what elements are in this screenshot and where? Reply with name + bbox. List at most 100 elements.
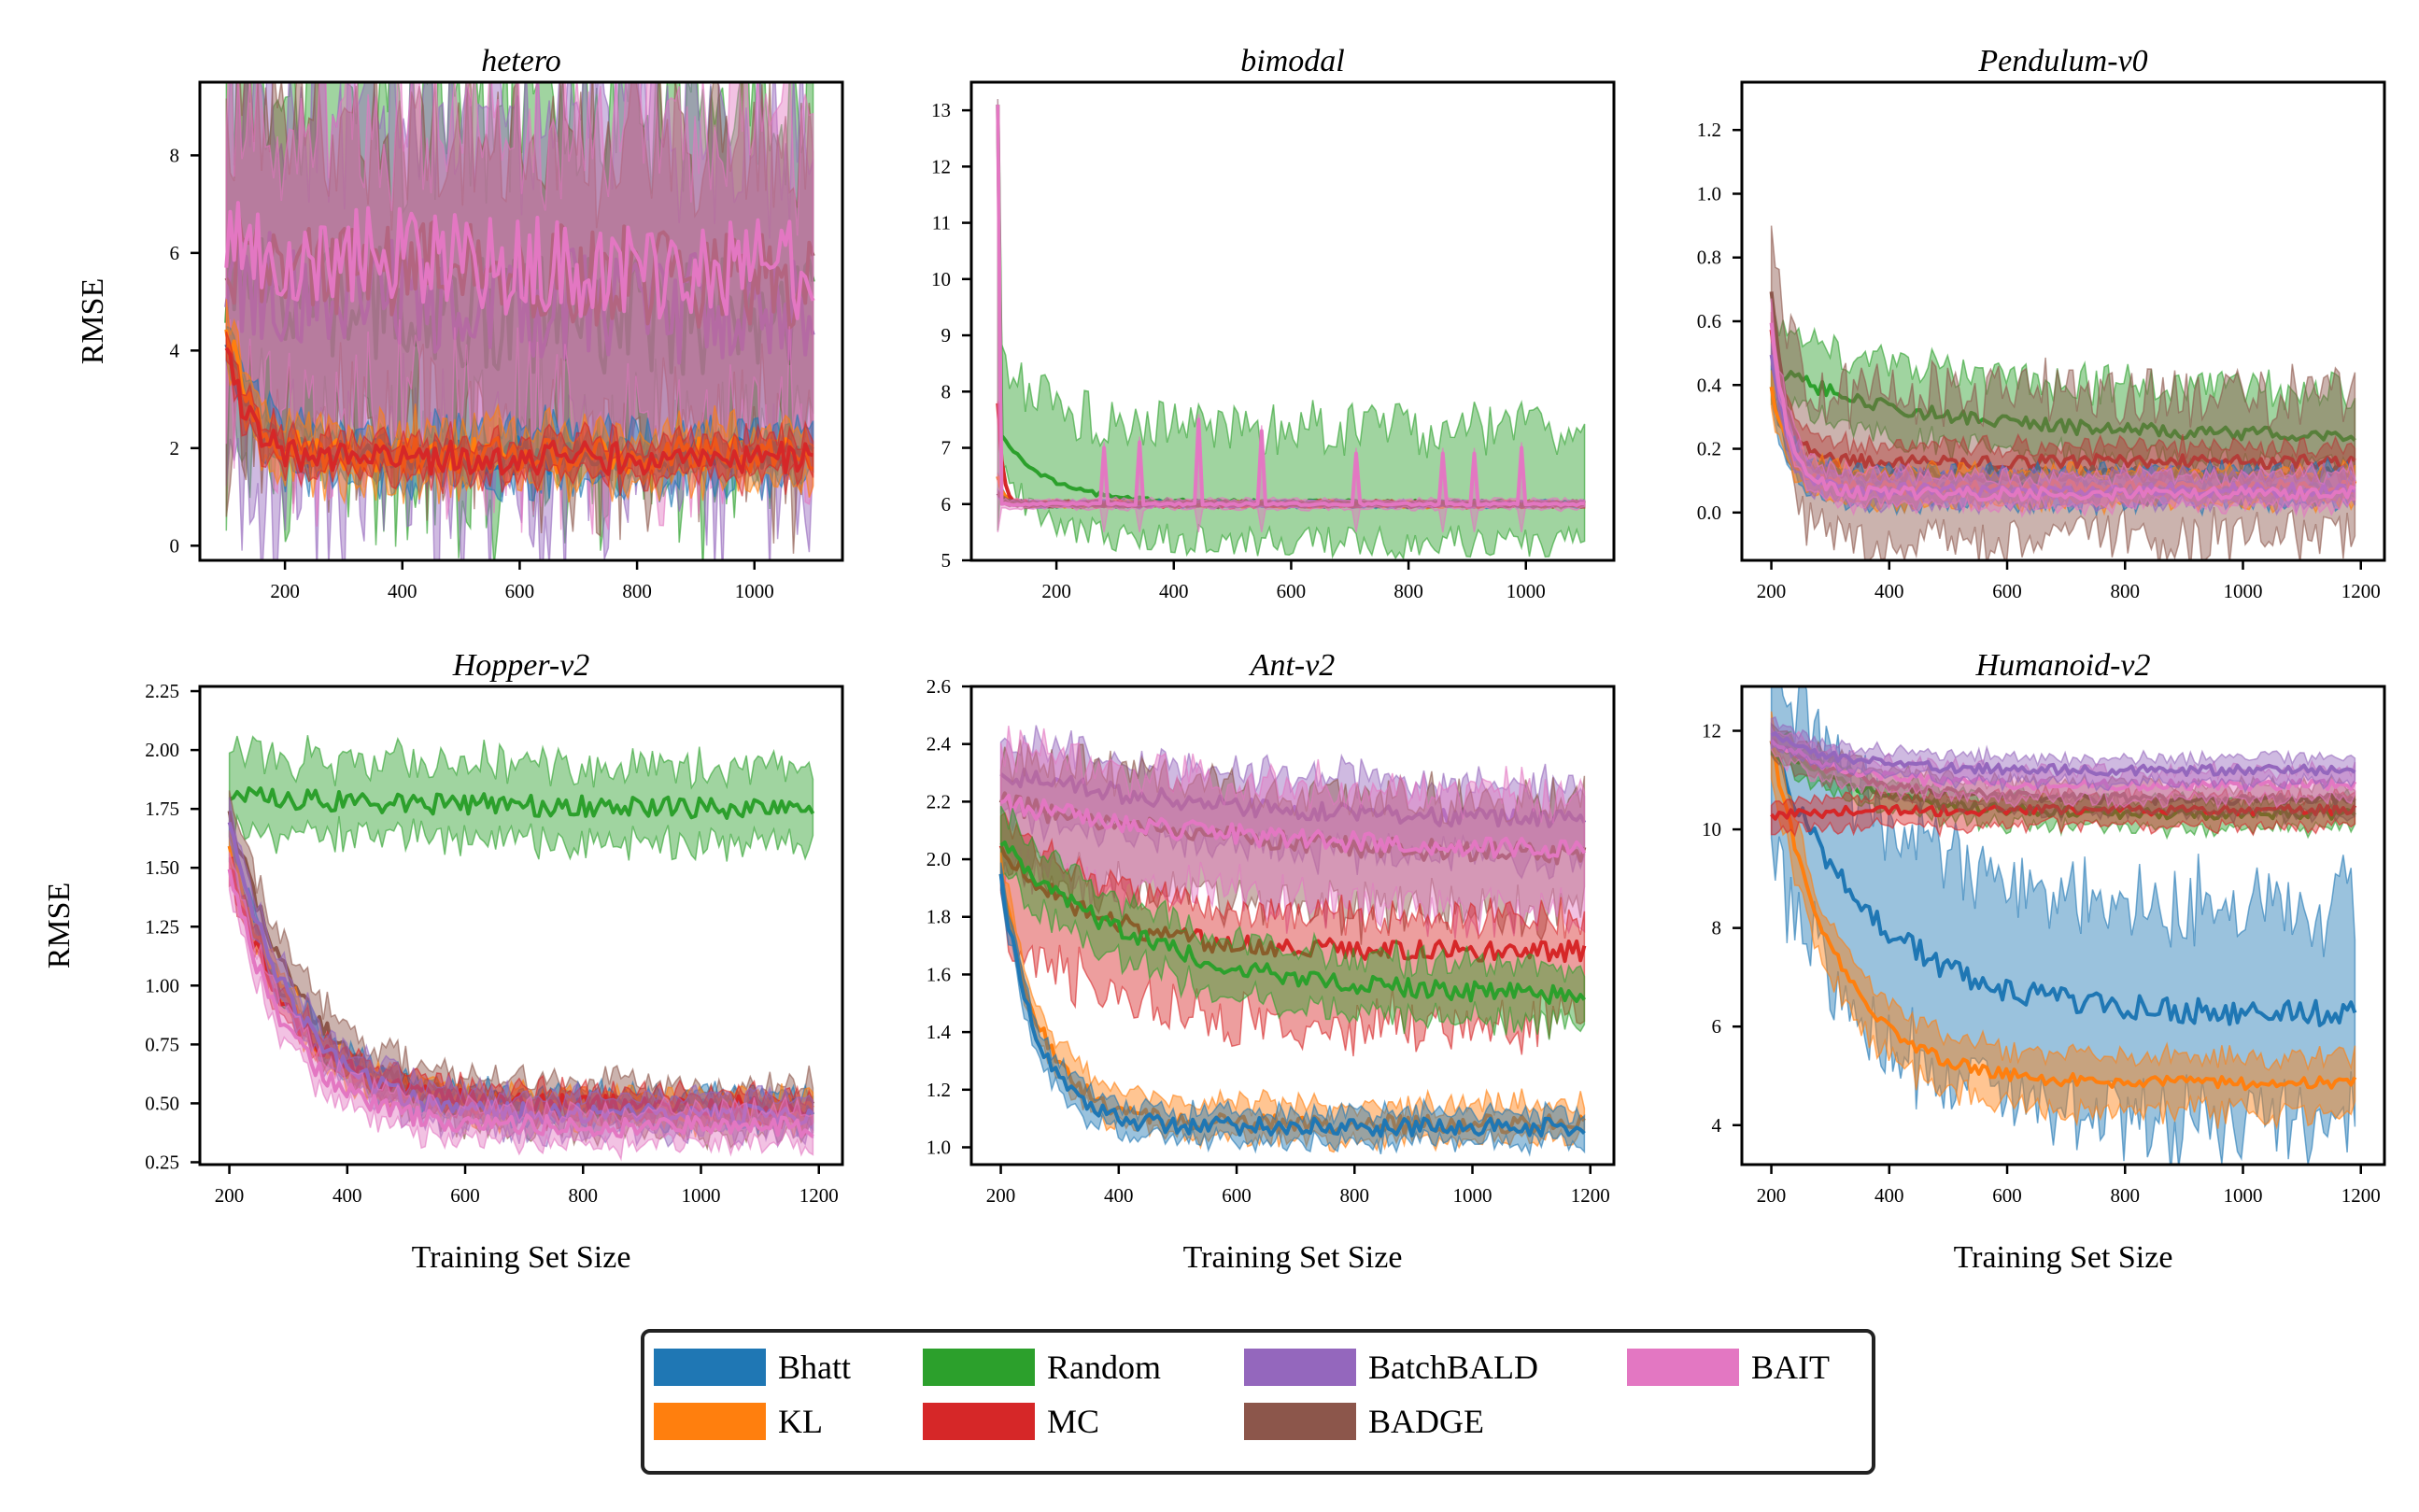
- x-tick-label: 1200: [1571, 1184, 1610, 1207]
- y-tick-label: 2.6: [927, 675, 951, 698]
- legend-swatch: [654, 1349, 766, 1386]
- plot-area: [996, 99, 1586, 560]
- line-bait: [1770, 739, 2357, 792]
- y-tick-label: 4: [170, 339, 180, 361]
- axes-frame: [198, 685, 844, 1166]
- plot-area: [1769, 225, 2357, 560]
- plot-area: [1769, 686, 2357, 1165]
- legend-label: BAIT: [1751, 1349, 1830, 1386]
- x-tick-label: 600: [1992, 580, 2022, 602]
- chart-panel-3: 200 400 600 800 1000 1200 0.0 0.2 0.4 0.6 0.8 1.0 1.…: [1697, 44, 2386, 602]
- y-tick-label: 1.25: [145, 915, 179, 938]
- legend-swatch: [1244, 1403, 1356, 1440]
- y-tick-label: 2.4: [927, 733, 952, 756]
- legend-swatch: [1244, 1349, 1356, 1386]
- y-tick-label: 8: [170, 144, 180, 166]
- x-tick-label: 1000: [2224, 1184, 2263, 1207]
- y-tick-label: 1.4: [927, 1021, 952, 1043]
- y-tick-label: 0.8: [1697, 247, 1721, 269]
- band-random: [999, 805, 1586, 1040]
- y-tick-label: 9: [941, 324, 952, 346]
- y-tick-label: 10: [1702, 818, 1721, 841]
- plot-area: [224, 82, 815, 560]
- y-tick-label: 2.0: [927, 848, 951, 870]
- y-tick-label: 1.50: [145, 856, 179, 879]
- y-tick-label: 0: [170, 534, 180, 557]
- band-kl: [1770, 711, 2356, 1130]
- y-tick-label: 6: [1712, 1015, 1722, 1038]
- chart-title: Humanoid-v2: [1975, 648, 2151, 683]
- legend-label: BADGE: [1368, 1403, 1484, 1440]
- line-kl: [1769, 740, 2357, 1092]
- line-bait: [227, 869, 814, 1139]
- band-random: [228, 735, 814, 862]
- x-tick-label: 200: [270, 580, 300, 602]
- x-tick-label: 200: [1757, 1184, 1787, 1207]
- line-bhatt: [998, 873, 1586, 1138]
- legend-label: KL: [778, 1403, 823, 1440]
- y-tick-label: 13: [931, 99, 951, 121]
- x-tick-label: 1000: [682, 1184, 721, 1207]
- line-random: [1770, 367, 2356, 443]
- band-batchbald: [1770, 715, 2356, 794]
- band-bait: [228, 852, 814, 1162]
- y-tick-label: 0.6: [1697, 310, 1721, 332]
- legend-item-batchbald: BatchBALD: [1244, 1349, 1538, 1386]
- y-tick-label: 12: [1702, 720, 1721, 742]
- chart-title: hetero: [481, 44, 561, 78]
- axes-frame: [969, 80, 1616, 562]
- y-tick-label: 8: [1712, 917, 1722, 940]
- line-kl: [998, 873, 1586, 1136]
- y-tick-label: 5: [941, 549, 952, 572]
- line-bait: [224, 201, 815, 320]
- x-axis-label: Training Set Size: [1954, 1240, 2173, 1275]
- x-axis-label: Training Set Size: [1183, 1240, 1403, 1275]
- x-tick-label: 400: [1874, 580, 1904, 602]
- legend-item-kl: KL: [654, 1403, 823, 1440]
- legend-swatch: [1627, 1349, 1739, 1386]
- y-tick-label: 4: [1712, 1114, 1722, 1137]
- line-batchbald: [1770, 731, 2356, 777]
- x-tick-label: 400: [332, 1184, 362, 1207]
- x-tick-label: 800: [2111, 1184, 2141, 1207]
- line-bhatt: [1769, 740, 2357, 1027]
- y-tick-label: 2.00: [145, 739, 179, 761]
- y-tick-label: 12: [931, 155, 951, 177]
- y-tick-label: 1.8: [927, 906, 951, 928]
- chart-panel-5: 200 400 600 800 1000 1200 1.0 1.2 1.4 1.6 1.8 2.0 2.…: [927, 648, 1616, 1275]
- axes-frame: [198, 80, 844, 562]
- x-tick-label: 1200: [2341, 580, 2381, 602]
- x-axis-label: Training Set Size: [412, 1240, 631, 1275]
- plot-area: [998, 725, 1587, 1157]
- chart-title: Pendulum-v0: [1977, 44, 2147, 78]
- legend-item-bait: BAIT: [1627, 1349, 1830, 1386]
- x-tick-label: 800: [1393, 580, 1423, 602]
- chart-title: Hopper-v2: [452, 648, 590, 683]
- legend-swatch: [923, 1349, 1035, 1386]
- x-tick-label: 1000: [1453, 1184, 1492, 1207]
- x-tick-label: 1200: [799, 1184, 839, 1207]
- x-tick-label: 800: [569, 1184, 599, 1207]
- x-tick-label: 1200: [2341, 1184, 2381, 1207]
- legend-label: Bhatt: [778, 1349, 851, 1386]
- legend-swatch: [654, 1403, 766, 1440]
- y-tick-label: 6: [170, 242, 180, 264]
- y-tick-label: 2: [170, 437, 180, 459]
- y-tick-label: 1.0: [927, 1136, 951, 1158]
- x-tick-label: 600: [1222, 1184, 1252, 1207]
- x-tick-label: 400: [388, 580, 417, 602]
- y-tick-label: 1.2: [1697, 119, 1721, 141]
- y-tick-label: 8: [941, 380, 952, 403]
- chart-panel-6: 200 400 600 800 1000 1200 4 6 8 10 12 Humanoid-v2 Tr…: [1702, 648, 2386, 1275]
- x-tick-label: 1000: [735, 580, 774, 602]
- x-tick-label: 800: [622, 580, 652, 602]
- y-tick-label: 0.25: [145, 1151, 179, 1173]
- line-badge: [1771, 738, 2356, 806]
- plot-area: [227, 735, 815, 1162]
- band-random: [997, 99, 1586, 560]
- y-tick-label: 2.25: [145, 680, 179, 702]
- line-bait: [1769, 322, 2356, 502]
- y-axis-label: RMSE: [76, 278, 110, 365]
- legend-item-badge: BADGE: [1244, 1403, 1484, 1440]
- y-axis-label: RMSE: [42, 883, 77, 969]
